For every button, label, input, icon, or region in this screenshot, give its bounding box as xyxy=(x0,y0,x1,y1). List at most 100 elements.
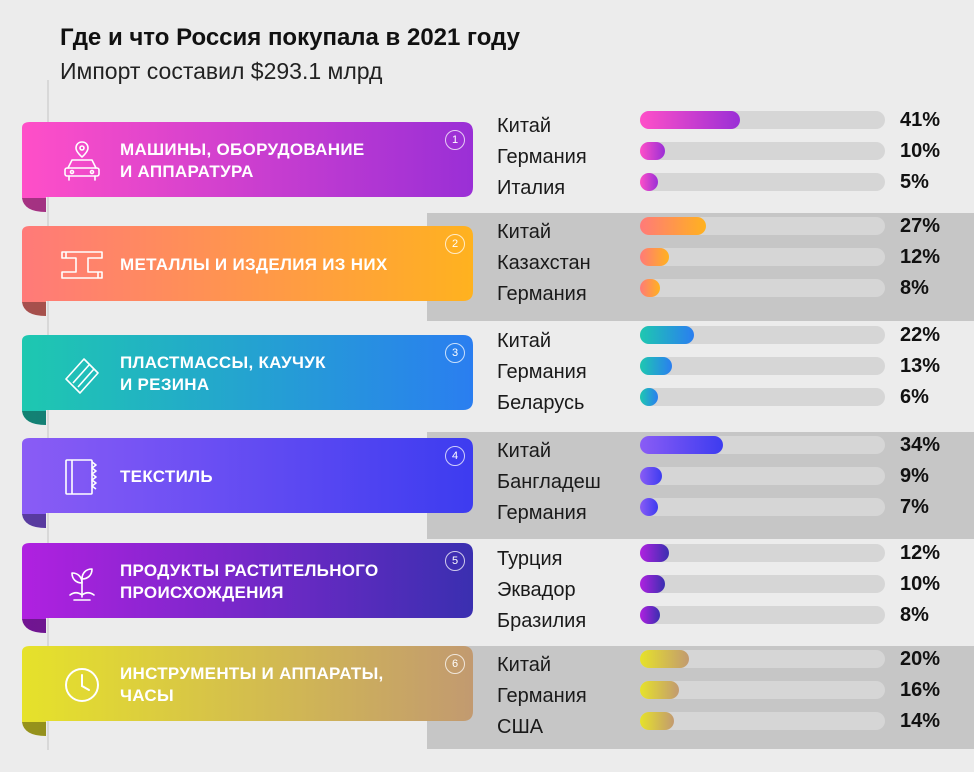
country-label: США xyxy=(497,716,544,738)
country-label: Турция xyxy=(497,548,563,570)
percent-label: 20% xyxy=(900,648,941,670)
percent-label: 5% xyxy=(900,171,929,193)
ribbon-shape xyxy=(22,543,473,633)
bar-fill xyxy=(640,436,724,454)
category-label: МЕТАЛЛЫ И ИЗДЕЛИЯ ИЗ НИХ xyxy=(120,254,388,274)
category-number: 2 xyxy=(445,234,465,254)
category-ribbon-6: ИНСТРУМЕНТЫ И АППАРАТЫ, ЧАСЫ 6 xyxy=(20,646,473,736)
bar-track xyxy=(640,544,885,562)
category-number: 6 xyxy=(445,654,465,674)
category-number: 1 xyxy=(445,130,465,150)
ribbon-shape xyxy=(22,335,473,425)
bar-fill xyxy=(640,467,663,485)
bar-track xyxy=(640,173,885,191)
percent-label: 7% xyxy=(900,496,929,518)
country-label: Бангладеш xyxy=(497,471,601,493)
bar-fill xyxy=(640,173,658,191)
bar-track xyxy=(640,712,885,730)
bar-track xyxy=(640,142,885,160)
country-label: Китай xyxy=(497,115,552,137)
metal-beam-icon xyxy=(60,244,104,286)
bar-fill xyxy=(640,111,741,129)
percent-label: 12% xyxy=(900,542,941,564)
category-label: МАШИНЫ, ОБОРУДОВАНИЕ И АППАРАТУРА xyxy=(120,139,365,181)
country-label: Китай xyxy=(497,654,552,676)
bar-track xyxy=(640,681,885,699)
bar-fill xyxy=(640,575,665,593)
bar-fill xyxy=(640,712,675,730)
bar-fill xyxy=(640,498,658,516)
percent-label: 12% xyxy=(900,246,941,268)
car-icon xyxy=(60,140,104,182)
country-label: Китай xyxy=(497,330,552,352)
bar-track xyxy=(640,388,885,406)
ribbon-shape xyxy=(22,122,473,212)
category-label: ТЕКСТИЛЬ xyxy=(120,466,213,486)
bar-fill xyxy=(640,326,694,344)
category-label: ПРОДУКТЫ РАСТИТЕЛЬНОГО ПРОИСХОЖДЕНИЯ xyxy=(120,560,379,602)
bar-track xyxy=(640,467,885,485)
bar-track xyxy=(640,357,885,375)
percent-label: 27% xyxy=(900,215,941,237)
rubber-icon xyxy=(60,353,104,395)
left-guide-line xyxy=(47,80,49,750)
percent-label: 8% xyxy=(900,277,929,299)
bar-track xyxy=(640,575,885,593)
bar-fill xyxy=(640,650,689,668)
ribbon-shape xyxy=(22,226,473,316)
percent-label: 13% xyxy=(900,355,941,377)
percent-label: 8% xyxy=(900,604,929,626)
bar-fill xyxy=(640,279,660,297)
bar-fill xyxy=(640,357,672,375)
category-number: 4 xyxy=(445,446,465,466)
percent-label: 10% xyxy=(900,573,941,595)
country-label: Германия xyxy=(497,685,587,707)
category-ribbon-2: МЕТАЛЛЫ И ИЗДЕЛИЯ ИЗ НИХ 2 xyxy=(20,226,473,316)
clock-icon xyxy=(60,664,104,706)
bar-track xyxy=(640,279,885,297)
page-subtitle: Импорт составил $293.1 млрд xyxy=(60,58,383,84)
category-label: ИНСТРУМЕНТЫ И АППАРАТЫ, ЧАСЫ xyxy=(120,663,384,705)
country-label: Германия xyxy=(497,502,587,524)
bar-fill xyxy=(640,217,707,235)
country-label: Беларусь xyxy=(497,392,585,414)
percent-label: 9% xyxy=(900,465,929,487)
percent-label: 10% xyxy=(900,140,941,162)
country-label: Германия xyxy=(497,146,587,168)
bar-track xyxy=(640,606,885,624)
bar-fill xyxy=(640,388,658,406)
country-label: Италия xyxy=(497,177,566,199)
bar-track xyxy=(640,650,885,668)
country-label: Германия xyxy=(497,283,587,305)
bar-fill xyxy=(640,544,670,562)
bar-fill xyxy=(640,606,660,624)
country-label: Казахстан xyxy=(497,252,591,274)
percent-label: 6% xyxy=(900,386,929,408)
bar-track xyxy=(640,436,885,454)
percent-label: 34% xyxy=(900,434,941,456)
category-ribbon-3: ПЛАСТМАССЫ, КАУЧУК И РЕЗИНА 3 xyxy=(20,335,473,425)
bar-track xyxy=(640,326,885,344)
category-ribbon-1: МАШИНЫ, ОБОРУДОВАНИЕ И АППАРАТУРА 1 xyxy=(20,122,473,212)
bar-fill xyxy=(640,681,680,699)
bar-track xyxy=(640,111,885,129)
category-number: 5 xyxy=(445,551,465,571)
bar-track xyxy=(640,217,885,235)
percent-label: 41% xyxy=(900,109,941,131)
percent-label: 14% xyxy=(900,710,941,732)
bar-fill xyxy=(640,248,670,266)
bar-track xyxy=(640,248,885,266)
category-number: 3 xyxy=(445,343,465,363)
category-ribbon-4: ТЕКСТИЛЬ 4 xyxy=(20,438,473,528)
ribbon-shape xyxy=(22,438,473,528)
percent-label: 16% xyxy=(900,679,941,701)
country-label: Германия xyxy=(497,361,587,383)
bar-track xyxy=(640,498,885,516)
bar-fill xyxy=(640,142,665,160)
page-title: Где и что Россия покупала в 2021 году xyxy=(60,24,520,51)
country-label: Эквадор xyxy=(497,579,576,601)
country-label: Китай xyxy=(497,221,552,243)
country-label: Китай xyxy=(497,440,552,462)
plant-icon xyxy=(60,561,104,603)
category-label: ПЛАСТМАССЫ, КАУЧУК И РЕЗИНА xyxy=(120,352,326,394)
